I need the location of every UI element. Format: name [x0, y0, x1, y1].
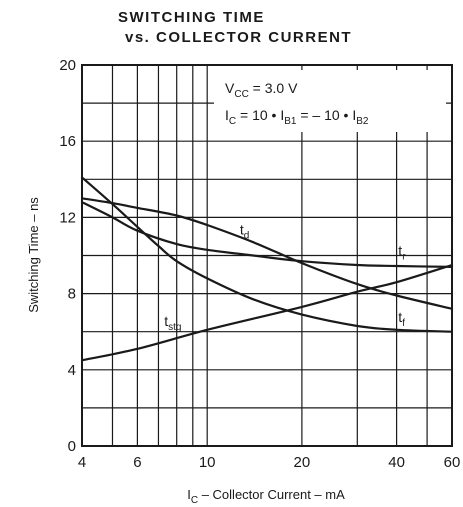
series-line-tstg [80, 176, 454, 333]
curves [80, 176, 454, 362]
y-tick-label: 20 [59, 57, 76, 74]
y-axis-label: Switching Time – ns [26, 197, 41, 313]
y-tick-label: 16 [59, 133, 76, 150]
conditions-box [214, 70, 446, 132]
x-tick-label: 10 [199, 454, 216, 471]
series-label-tr: tr [398, 243, 406, 263]
curve-labels: td tr tstg tf [164, 222, 406, 333]
x-tick-label: 60 [444, 454, 461, 471]
y-tick-label: 12 [59, 209, 76, 226]
x-axis-label: IC – Collector Current – mA [187, 487, 345, 506]
series-label-tstg: tstg [164, 313, 181, 333]
y-tick-label: 8 [68, 286, 76, 303]
condition-vcc: VCC = 3.0 V [225, 80, 298, 100]
x-tick-label: 6 [133, 454, 141, 471]
x-tick-label: 20 [294, 454, 311, 471]
x-tick-label: 40 [388, 454, 405, 471]
series-line-tr [80, 201, 454, 268]
series-label-td: td [240, 222, 249, 242]
plot-frame [81, 64, 453, 447]
y-tick-label: 4 [68, 362, 76, 379]
y-tick-label: 0 [68, 438, 76, 455]
series-label-tf: tf [398, 309, 405, 329]
x-tick-label: 4 [78, 454, 86, 471]
series-line-tf [80, 263, 454, 362]
chart-title-line1: SWITCHING TIME [118, 9, 265, 26]
condition-ic: IC = 10 • IB1 = – 10 • IB2 [225, 107, 369, 127]
series-line-td [80, 197, 454, 310]
chart-title-line2: vs. COLLECTOR CURRENT [125, 29, 352, 46]
